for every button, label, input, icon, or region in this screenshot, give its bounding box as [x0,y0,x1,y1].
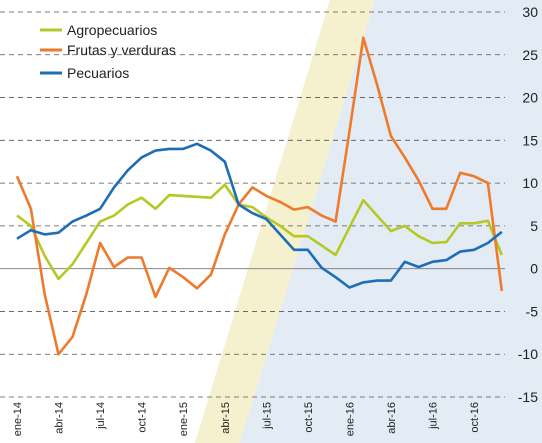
x-tick-label: ene-16 [344,402,356,436]
y-tick-label: 25 [522,47,538,63]
x-tick-label: oct-15 [303,402,315,433]
x-tick-label: ene-14 [12,402,24,436]
y-tick-label: 30 [522,4,538,20]
legend-label: Frutas y verduras [67,42,176,58]
x-tick-label: jul-15 [261,402,273,430]
legend-label: Pecuarios [67,65,129,81]
y-tick-label: 5 [530,218,538,234]
legend-label: Agropecuarios [67,22,157,38]
background-band [195,0,375,443]
x-tick-label: abr-14 [54,402,66,434]
y-tick-label: 15 [522,132,538,148]
y-tick-label: -10 [518,346,538,362]
y-tick-label: 10 [522,175,538,191]
x-tick-label: oct-14 [137,402,149,433]
y-tick-label: 20 [522,90,538,106]
x-tick-label: abr-16 [386,402,398,434]
x-tick-label: oct-16 [469,402,481,433]
x-tick-label: jul-14 [95,402,107,430]
series-line [15,36,504,356]
y-tick-label: -5 [526,303,539,319]
series-line [16,142,503,289]
x-tick-label: ene-15 [178,402,190,436]
y-tick-label: -15 [518,389,538,405]
series-line [16,183,504,281]
y-tick-label: 0 [530,261,538,277]
legend: Agropecuarios Frutas y verduras Pecuarios [40,22,176,81]
x-tick-label: jul-16 [428,402,440,430]
x-tick-label: abr-15 [220,402,232,434]
background-shade [195,0,542,443]
